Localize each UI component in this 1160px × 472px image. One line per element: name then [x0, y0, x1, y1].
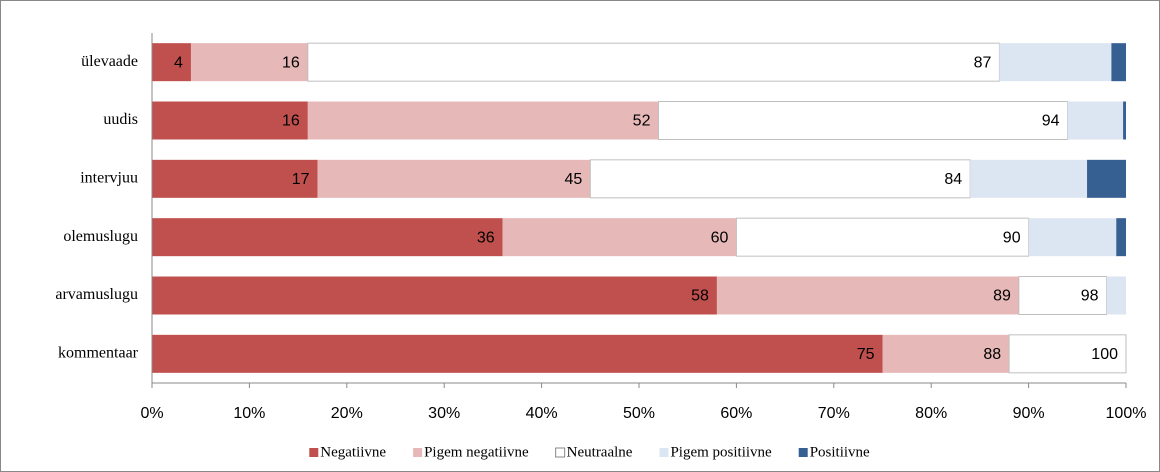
data-label: 60 — [711, 229, 729, 246]
data-label: 89 — [993, 288, 1011, 305]
data-label: 84 — [944, 171, 962, 188]
legend-label: Pigem negatiivne — [424, 444, 529, 460]
data-label: 16 — [282, 113, 300, 130]
data-label: 17 — [292, 171, 310, 188]
category-label: olemuslugu — [63, 228, 138, 245]
data-label: 90 — [1003, 229, 1021, 246]
bar-segment — [657, 101, 1069, 140]
data-label: 98 — [1081, 288, 1099, 305]
data-label: 52 — [633, 113, 651, 130]
bar-segment — [735, 217, 1030, 257]
x-tick-label: 40% — [526, 405, 558, 422]
legend-label: Negatiivne — [320, 444, 386, 460]
data-label: 94 — [1042, 113, 1060, 130]
legend-swatch — [798, 448, 808, 457]
bar-segment — [970, 159, 1088, 198]
legend-swatch — [309, 448, 319, 457]
bar-segment — [190, 43, 308, 82]
bar-segment — [307, 101, 659, 140]
bar-segment — [152, 218, 503, 257]
x-tick-label: 100% — [1106, 405, 1147, 422]
x-tick-label: 30% — [428, 405, 460, 422]
data-label: 100 — [1091, 346, 1118, 363]
bar-segment — [152, 101, 308, 140]
category-label: intervjuu — [80, 170, 138, 187]
category-label: ülevaade — [81, 53, 138, 70]
bar-segment — [152, 334, 883, 373]
bar-segment — [882, 334, 1010, 373]
x-tick-label: 20% — [331, 405, 363, 422]
bar-segment — [1067, 101, 1124, 140]
bar-segment — [1028, 218, 1117, 257]
data-label: 45 — [565, 171, 583, 188]
legend-swatch — [555, 447, 566, 458]
data-label: 87 — [974, 54, 992, 71]
x-tick-label: 70% — [818, 405, 850, 422]
bar-segment — [1018, 276, 1108, 315]
category-label: uudis — [103, 111, 138, 128]
x-tick-label: 80% — [915, 405, 947, 422]
data-label: 4 — [174, 54, 183, 71]
bar-segment — [1008, 334, 1127, 374]
category-label: arvamuslugu — [55, 286, 138, 303]
bar-segment — [152, 43, 191, 82]
category-label: kommentaar — [58, 345, 139, 362]
bar-segment — [502, 218, 737, 257]
bar-segment — [589, 159, 971, 199]
data-label: 88 — [983, 346, 1001, 363]
bar-segment — [1116, 218, 1126, 257]
legend-label: Pigem positiivne — [670, 444, 772, 460]
x-tick-label: 90% — [1013, 405, 1045, 422]
bar-segment — [307, 42, 1000, 82]
bar-segment — [1087, 159, 1126, 198]
bar-segment — [152, 276, 717, 315]
bar-segment — [317, 159, 591, 198]
bar-segment — [1123, 101, 1126, 140]
legend-swatch — [659, 448, 669, 457]
data-label: 58 — [691, 288, 709, 305]
bar-segment — [1111, 43, 1126, 82]
data-label: 36 — [477, 229, 495, 246]
data-label: 75 — [857, 346, 875, 363]
data-label: 16 — [282, 54, 300, 71]
bar-segment — [1106, 276, 1126, 315]
bar-segment — [716, 276, 1019, 315]
legend-label: Positiivne — [810, 444, 870, 460]
bar-segment — [999, 43, 1112, 82]
x-tick-label: 50% — [623, 405, 655, 422]
legend-label: Neutraalne — [567, 444, 633, 460]
legend-swatch — [413, 448, 423, 457]
x-tick-label: 0% — [140, 405, 163, 422]
x-tick-label: 10% — [233, 405, 265, 422]
bar-segment — [152, 159, 318, 198]
x-tick-label: 60% — [720, 405, 752, 422]
